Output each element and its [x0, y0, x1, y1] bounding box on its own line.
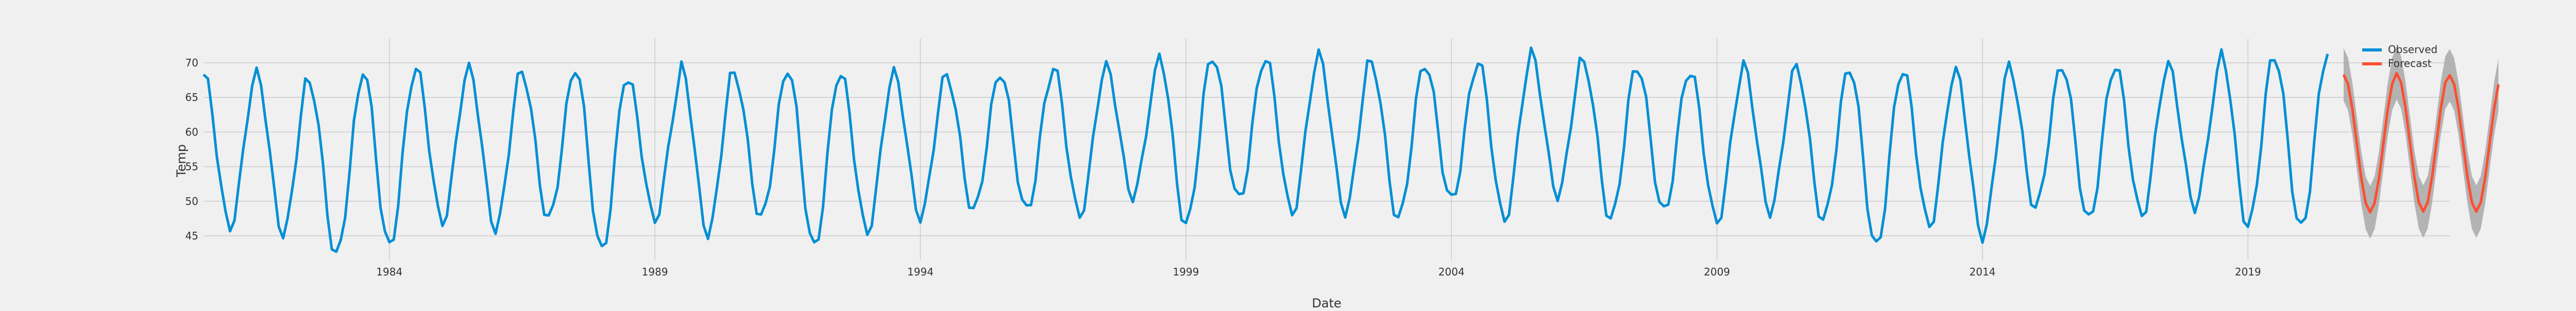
x-tick-label: 1984	[376, 266, 402, 278]
y-tick-label: 65	[185, 91, 198, 103]
x-tick-label: 2004	[1438, 266, 1465, 278]
y-tick-label: 70	[185, 57, 198, 69]
y-axis-label: Temp	[174, 144, 189, 178]
y-tick-label: 50	[185, 195, 198, 208]
forecast-confidence-band	[2343, 47, 2499, 239]
x-tick-label: 1994	[907, 266, 934, 278]
confidence-band-layer	[2343, 47, 2499, 239]
legend: Observed Forecast	[2362, 43, 2437, 70]
grid-layer	[204, 39, 2450, 260]
x-tick-label: 2019	[2235, 266, 2261, 278]
x-axis-label: Date	[1312, 296, 1341, 309]
legend-observed-label: Observed	[2388, 43, 2437, 56]
tick-label-layer: 45 50 55 60 65 70 1984 1989 1994 1999 2004 2009 2014…	[185, 57, 2261, 278]
forecast-line	[2342, 72, 2500, 214]
forecast-series-layer	[2342, 72, 2500, 214]
observed-series-layer	[202, 46, 2329, 253]
y-tick-label: 45	[185, 230, 198, 242]
x-tick-label: 1999	[1173, 266, 1199, 278]
x-tick-label: 1989	[642, 266, 668, 278]
y-tick-label: 55	[185, 161, 198, 173]
legend-forecast-label: Forecast	[2388, 57, 2432, 70]
observed-line	[202, 46, 2329, 253]
x-tick-label: 2014	[1970, 266, 1996, 278]
x-tick-label: 2009	[1704, 266, 1730, 278]
y-tick-label: 60	[185, 126, 198, 138]
